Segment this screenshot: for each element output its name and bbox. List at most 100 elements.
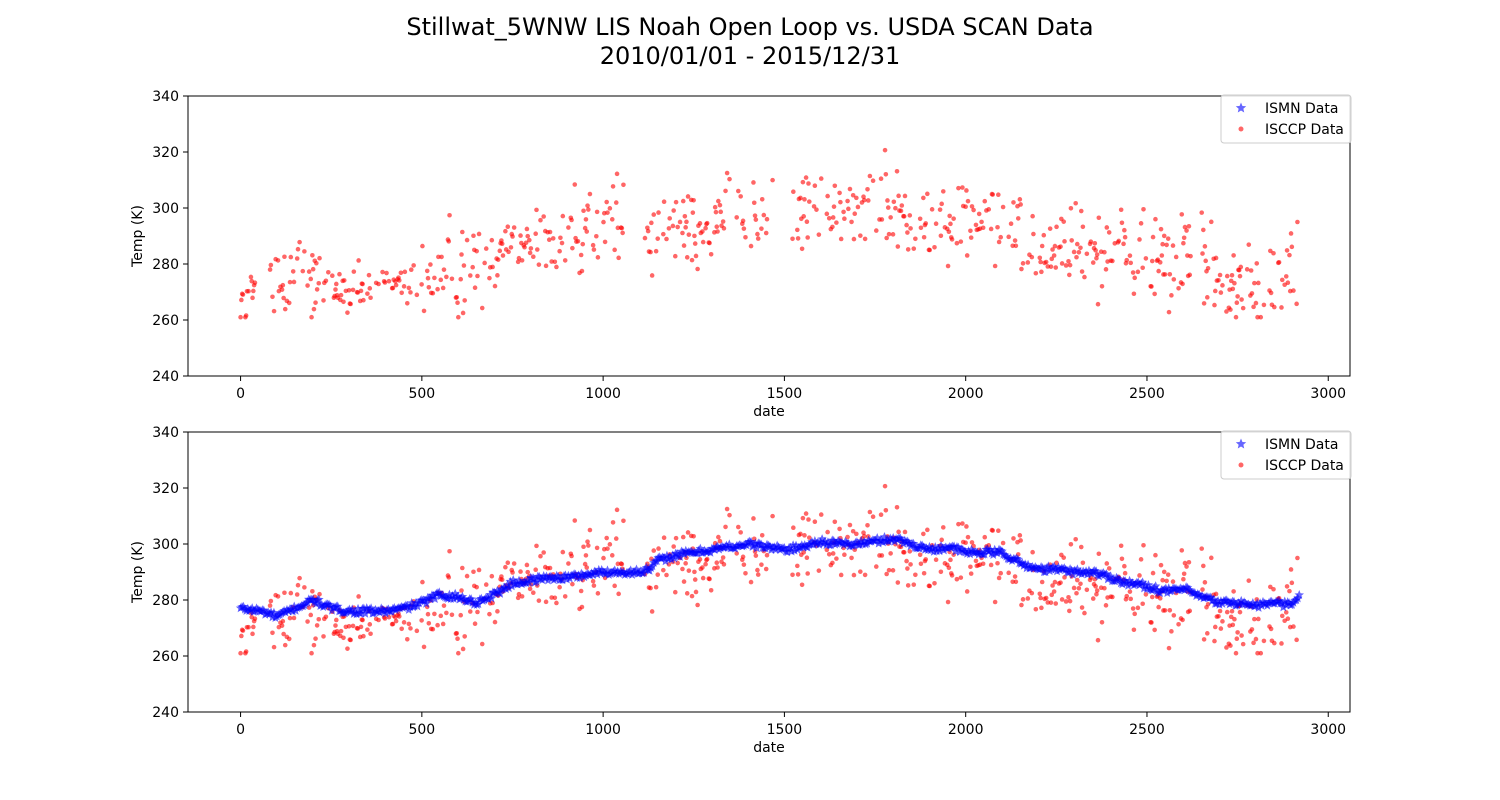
data-point-isccp [1231,589,1236,594]
data-point-isccp [653,248,659,254]
data-point-isccp [932,581,937,586]
data-point-isccp [390,621,396,627]
data-point-isccp [475,609,480,615]
data-point-isccp [692,241,698,246]
data-point-isccp [279,287,285,292]
data-point-isccp [547,565,553,571]
data-point-isccp [918,225,924,231]
data-point-isccp [850,528,856,534]
data-point-isccp [438,277,444,283]
data-point-isccp [533,567,538,572]
data-point-isccp [1170,579,1176,584]
data-point-isccp [803,511,809,516]
data-point-isccp [940,525,946,530]
data-point-isccp [1230,622,1236,628]
data-point-isccp [1152,291,1157,297]
data-point-isccp [490,264,495,270]
data-point-isccp [547,229,553,235]
data-point-isccp [316,616,322,622]
data-point-ismn [752,543,762,553]
data-point-isccp [799,246,805,252]
data-point-isccp [398,270,404,276]
data-point-isccp [1181,235,1187,241]
data-point-isccp [1253,300,1259,306]
data-point-isccp [905,230,910,235]
data-point-isccp [1161,233,1167,239]
data-point-isccp [1068,205,1074,211]
x-tick-label: 3000 [1310,722,1346,738]
data-point-isccp [1235,294,1240,299]
data-point-isccp [1212,624,1218,630]
data-point-isccp [282,642,288,648]
data-point-isccp [672,253,678,259]
data-point-isccp [884,235,889,241]
data-point-isccp [314,260,319,266]
data-point-isccp [503,228,508,234]
data-point-isccp [879,217,885,222]
data-point-isccp [1251,640,1256,646]
data-point-ismn [1278,602,1289,612]
data-point-isccp [1118,207,1124,213]
data-point-isccp [885,198,890,203]
data-point-isccp [511,561,517,566]
data-point-isccp [945,263,951,269]
data-point-ismn [808,539,819,549]
data-point-isccp [1068,541,1074,547]
data-point-isccp [1232,280,1237,286]
data-point-isccp [1031,231,1036,237]
data-point-isccp [1271,250,1276,256]
data-point-isccp [1233,650,1239,656]
data-point-isccp [495,609,500,614]
data-point-isccp [685,194,691,199]
data-point-isccp [932,245,937,250]
data-point-isccp [440,621,446,627]
data-point-isccp [1279,641,1284,646]
data-point-isccp [1181,240,1186,246]
data-point-isccp [1205,631,1210,636]
data-point-isccp [550,236,556,241]
data-point-isccp [904,222,909,228]
data-point-isccp [1228,307,1233,312]
data-point-isccp [1213,255,1219,261]
data-point-isccp [350,287,356,293]
data-point-isccp [1279,613,1285,619]
data-point-isccp [399,290,404,296]
data-point-isccp [1130,270,1136,275]
data-point-isccp [717,538,723,544]
data-point-isccp [1052,243,1058,249]
data-point-isccp [294,592,300,597]
data-point-isccp [721,562,727,567]
data-point-isccp [1093,584,1098,589]
data-point-isccp [1141,542,1146,548]
data-point-isccp [1261,302,1267,308]
data-point-isccp [908,562,913,567]
data-point-isccp [449,612,455,618]
data-point-isccp [1268,248,1273,254]
data-point-isccp [386,278,392,284]
data-point-isccp [605,210,610,215]
y-axis-label: Temp (K) [130,541,146,604]
data-point-isccp [963,204,968,210]
data-point-isccp [804,219,810,224]
data-point-isccp [858,569,863,574]
data-point-isccp [682,213,688,219]
data-point-isccp [901,550,907,555]
data-point-isccp [458,276,464,282]
data-point-isccp [973,222,979,228]
data-point-isccp [990,528,996,533]
data-point-isccp [414,292,420,298]
data-point-ismn [430,593,440,603]
data-point-isccp [341,635,346,641]
data-point-isccp [1228,643,1233,648]
data-point-isccp [538,553,543,559]
data-point-isccp [948,221,953,227]
data-point-isccp [885,205,891,210]
data-point-isccp [800,515,806,521]
data-point-ismn [1150,581,1161,591]
data-point-isccp [755,572,761,577]
data-point-isccp [1048,264,1054,269]
data-point-isccp [1235,630,1240,635]
data-point-isccp [1149,620,1154,625]
data-point-isccp [384,270,389,276]
data-point-isccp [1015,216,1021,221]
